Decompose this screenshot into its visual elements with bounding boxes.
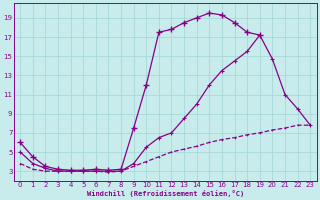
X-axis label: Windchill (Refroidissement éolien,°C): Windchill (Refroidissement éolien,°C)	[87, 190, 244, 197]
